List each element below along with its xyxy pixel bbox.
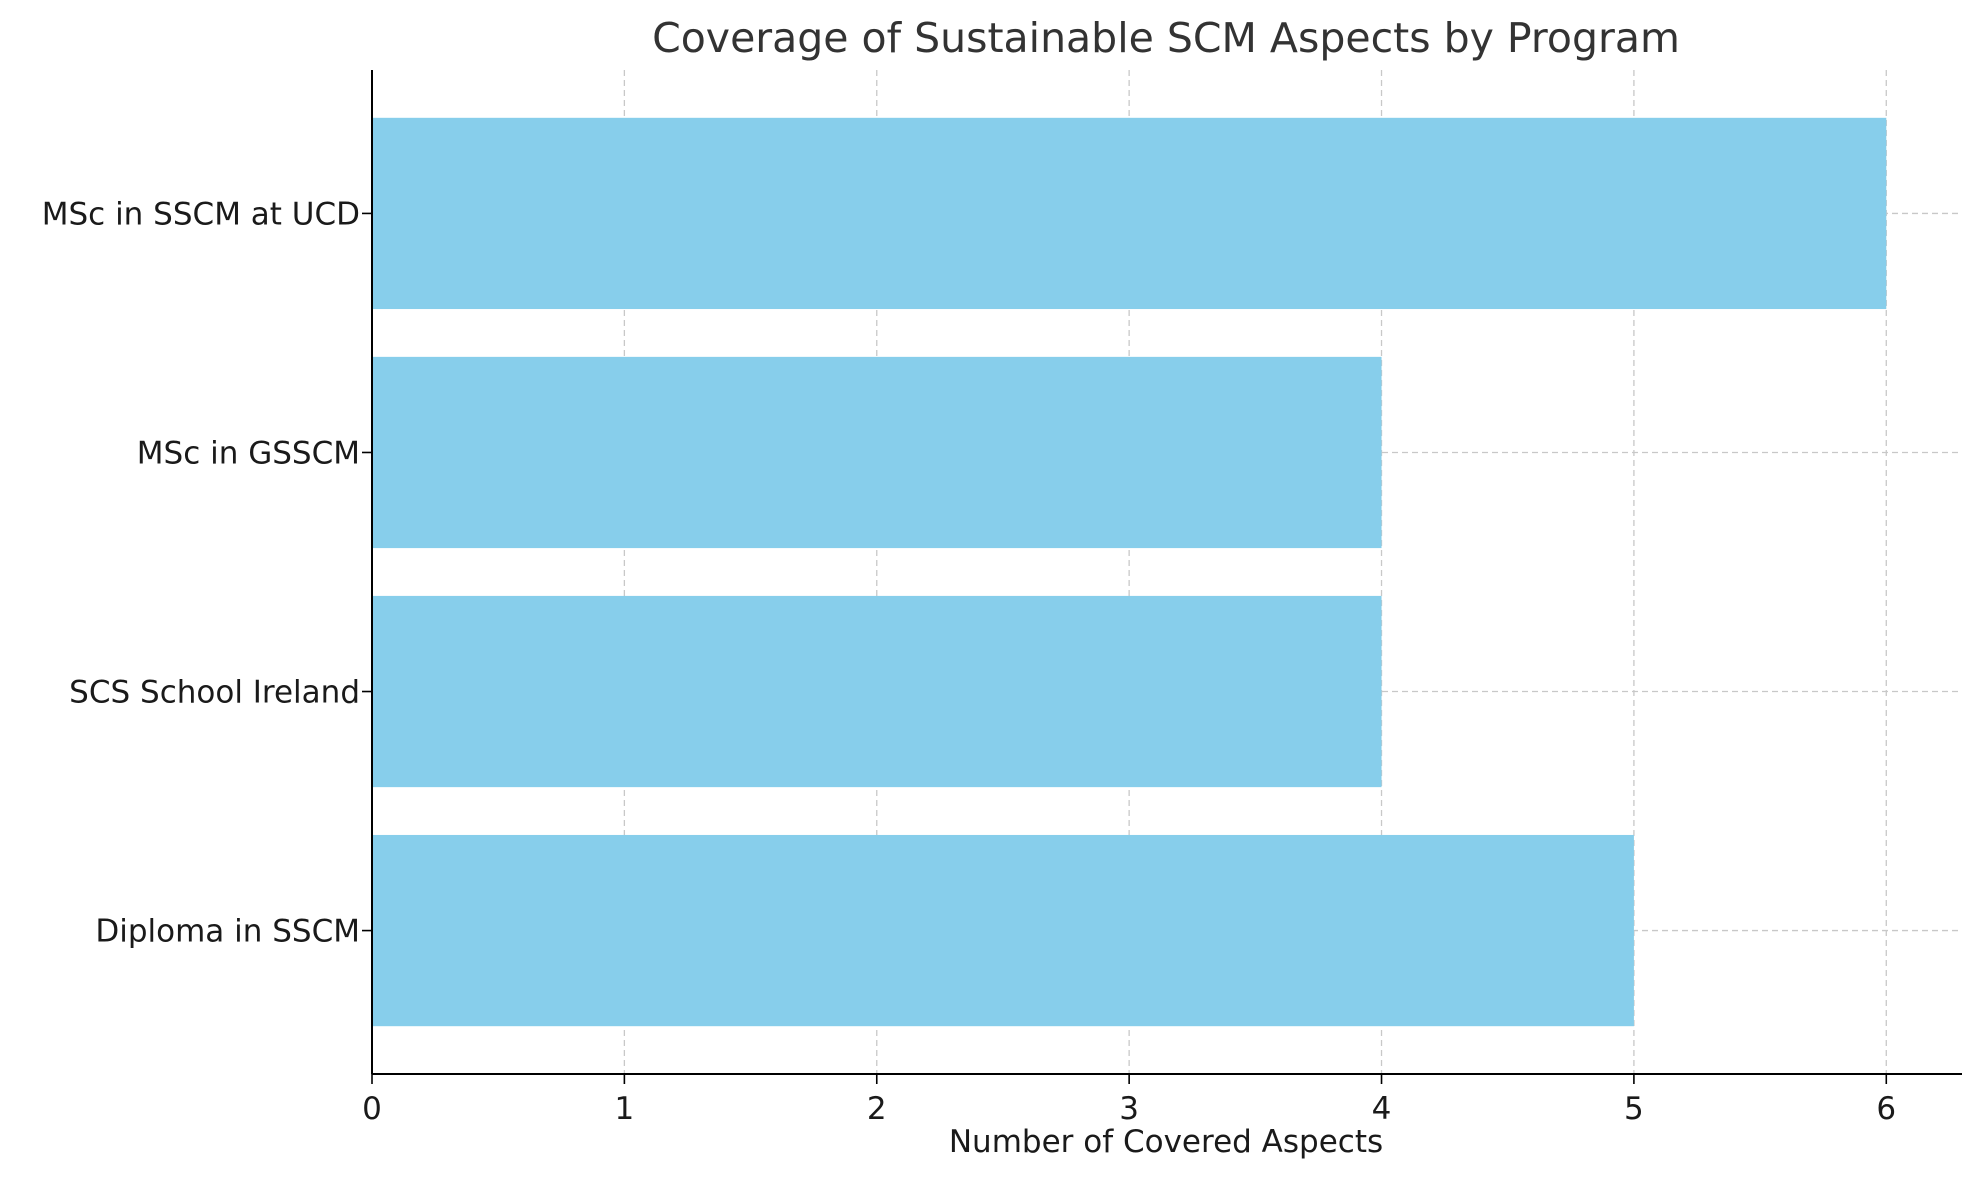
axes [362,70,1962,1084]
x-tick-label: 0 [362,1091,382,1127]
x-tick-label: 2 [867,1091,887,1127]
x-tick-labels: 0 1 2 3 4 5 6 [362,1091,1896,1127]
y-tick-label: SCS School Ireland [69,675,360,711]
x-tick-label: 5 [1624,1091,1644,1127]
bar-msc-in-gsscm [372,356,1382,549]
bar-diploma-in-sscm [372,834,1634,1027]
y-tick-label: Diploma in SSCM [95,914,360,950]
bar-scs-school-ireland [372,595,1382,788]
y-tick-label: MSc in SSCM at UCD [42,196,360,232]
x-axis-label: Number of Covered Aspects [949,1124,1383,1160]
y-tick-labels: Diploma in SSCM SCS School Ireland MSc in … [42,196,360,949]
x-tick-label: 3 [1119,1091,1139,1127]
bar-msc-in-sscm-at-ucd [372,117,1887,310]
y-tick-label: MSc in GSSCM [137,435,360,471]
chart-title: Coverage of Sustainable SCM Aspects by P… [652,14,1680,62]
x-tick-label: 4 [1372,1091,1392,1127]
x-tick-label: 6 [1876,1091,1896,1127]
x-tick-label: 1 [615,1091,635,1127]
bars [372,117,1887,1027]
